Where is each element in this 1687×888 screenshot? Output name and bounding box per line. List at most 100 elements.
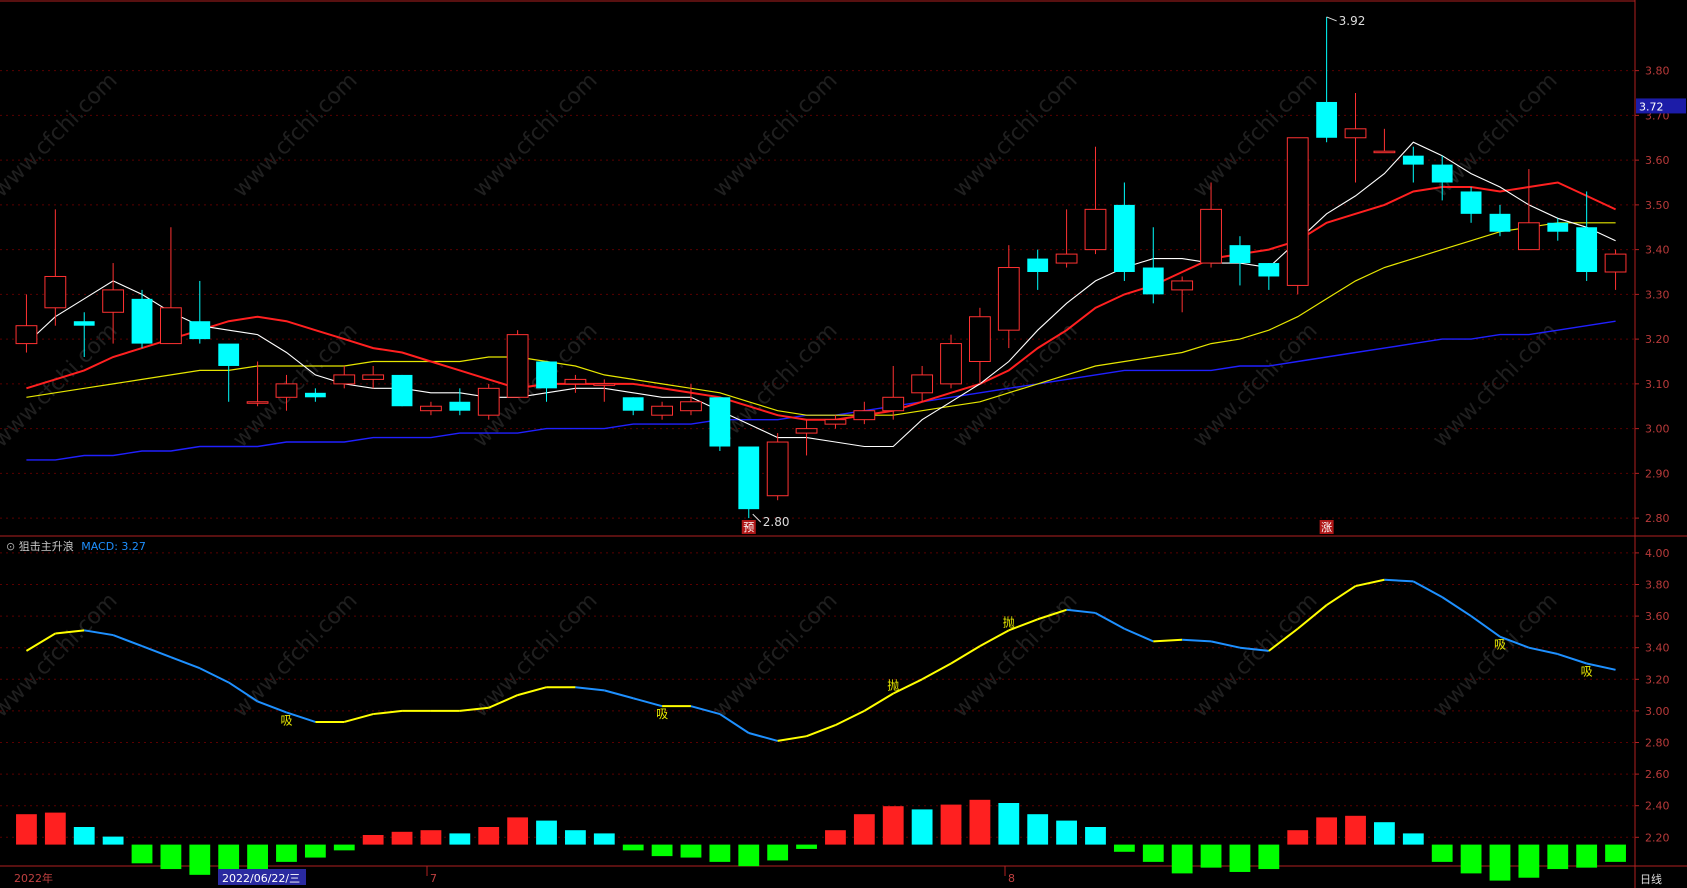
- macd-segment: [806, 724, 836, 738]
- macd-segment: [575, 686, 605, 692]
- macd-segment: [1528, 646, 1558, 655]
- histogram-bar: [16, 814, 37, 845]
- watermark: www.cfchi.com: [468, 68, 602, 202]
- histogram-bar: [853, 814, 875, 845]
- candle-body: [391, 374, 413, 407]
- candle-body: [1142, 267, 1164, 295]
- macd-segment: [1210, 640, 1241, 649]
- histogram-bar: [1460, 844, 1482, 874]
- candle-body: [1373, 150, 1396, 154]
- candle-body: [709, 397, 731, 447]
- histogram-bar: [1171, 844, 1193, 874]
- macd-segment: [950, 645, 981, 665]
- macd-segment: [459, 706, 489, 712]
- signal-yu: 预: [743, 521, 754, 534]
- macd-tick-label: 3.80: [1645, 579, 1670, 592]
- candle-body: [824, 419, 847, 425]
- candle-body: [1489, 213, 1511, 232]
- macd-tick-label: 3.00: [1645, 705, 1670, 718]
- histogram-bar: [1258, 844, 1280, 870]
- price-tick-label: 3.10: [1645, 378, 1670, 391]
- watermark: www.cfchi.com: [0, 68, 123, 202]
- histogram-bar: [507, 817, 529, 845]
- watermark: www.cfchi.com: [1188, 588, 1322, 722]
- histogram-bar: [1200, 844, 1222, 868]
- histogram-bar: [622, 844, 644, 851]
- watermark: www.cfchi.com: [1428, 318, 1562, 452]
- macd-segment: [1384, 578, 1414, 583]
- histogram-bar: [825, 830, 846, 845]
- macd-segment: [84, 629, 114, 637]
- candle-body: [1027, 258, 1049, 272]
- histogram-bar: [1085, 827, 1106, 845]
- histogram-bar: [1113, 844, 1135, 852]
- candle-body: [1258, 263, 1280, 277]
- histogram-bar: [738, 844, 760, 867]
- macd-segment: [1586, 662, 1616, 671]
- low-price-label: 2.80: [763, 515, 790, 529]
- candle-body: [304, 392, 326, 398]
- candle-body: [593, 383, 616, 386]
- macd-signal-sell: 抛: [1003, 614, 1015, 629]
- macd-tick-label: 2.40: [1645, 800, 1670, 813]
- macd-segment: [690, 705, 721, 716]
- macd-tick-label: 2.60: [1645, 768, 1670, 781]
- date-label: 8: [1008, 872, 1015, 885]
- watermark: www.cfchi.com: [948, 318, 1082, 452]
- price-tick-label: 3.50: [1645, 199, 1670, 212]
- macd-tick-label: 2.20: [1645, 831, 1670, 844]
- candle-body: [1576, 227, 1598, 272]
- histogram-bar: [391, 831, 413, 845]
- candle-body: [564, 378, 587, 385]
- macd-segment: [863, 692, 894, 712]
- histogram-bar: [420, 830, 442, 845]
- histogram-bar: [796, 844, 817, 849]
- macd-tick-label: 4.00: [1645, 547, 1670, 560]
- watermark: www.cfchi.com: [1188, 318, 1322, 452]
- macd-segment: [604, 689, 634, 700]
- indicator-header: ⊙ 狙击主升浪 MACD: 3.27: [6, 538, 146, 554]
- signal-zhang: 涨: [1321, 521, 1332, 534]
- histogram-bar: [882, 806, 904, 845]
- collapse-icon[interactable]: ⊙: [6, 540, 16, 553]
- candle-body: [102, 289, 125, 313]
- candle-body: [1171, 280, 1194, 291]
- histogram-bar: [160, 844, 182, 870]
- histogram-bar: [131, 844, 153, 864]
- candle-body: [73, 321, 95, 326]
- candle-body: [131, 298, 153, 344]
- candle-body: [1402, 155, 1424, 165]
- histogram-bar: [247, 844, 268, 875]
- histogram-bar: [1345, 815, 1366, 845]
- price-tick-label: 3.00: [1645, 423, 1670, 436]
- date-cursor-box: [218, 869, 306, 885]
- macd-segment: [1153, 638, 1183, 643]
- histogram-bar: [44, 812, 66, 845]
- ma5-line: [26, 141, 1616, 448]
- watermark: www.cfchi.com: [948, 68, 1082, 202]
- histogram-bar: [1605, 844, 1626, 862]
- candle-body: [1344, 128, 1367, 139]
- histogram-bar: [536, 820, 557, 845]
- macd-segment: [1239, 646, 1269, 652]
- macd-segment: [1499, 635, 1530, 649]
- macd-segment: [1557, 653, 1587, 665]
- histogram-bar: [1576, 844, 1598, 868]
- indicator-name: 狙击主升浪: [18, 540, 74, 553]
- macd-segment: [1037, 608, 1067, 621]
- histogram-bar: [1287, 830, 1309, 845]
- macd-segment: [1412, 580, 1443, 599]
- macd-segment: [632, 697, 663, 708]
- period-label[interactable]: 日线: [1640, 873, 1662, 886]
- candle-body: [622, 397, 644, 411]
- watermark: www.cfchi.com: [468, 588, 602, 722]
- histogram-bar: [276, 844, 297, 862]
- macd-segment: [141, 645, 172, 659]
- macd-segment: [373, 709, 403, 716]
- macd-segment: [344, 713, 374, 723]
- histogram-bar: [767, 844, 789, 861]
- macd-segment: [1268, 627, 1299, 652]
- date-label: 7: [430, 872, 437, 885]
- candle-body: [362, 374, 385, 380]
